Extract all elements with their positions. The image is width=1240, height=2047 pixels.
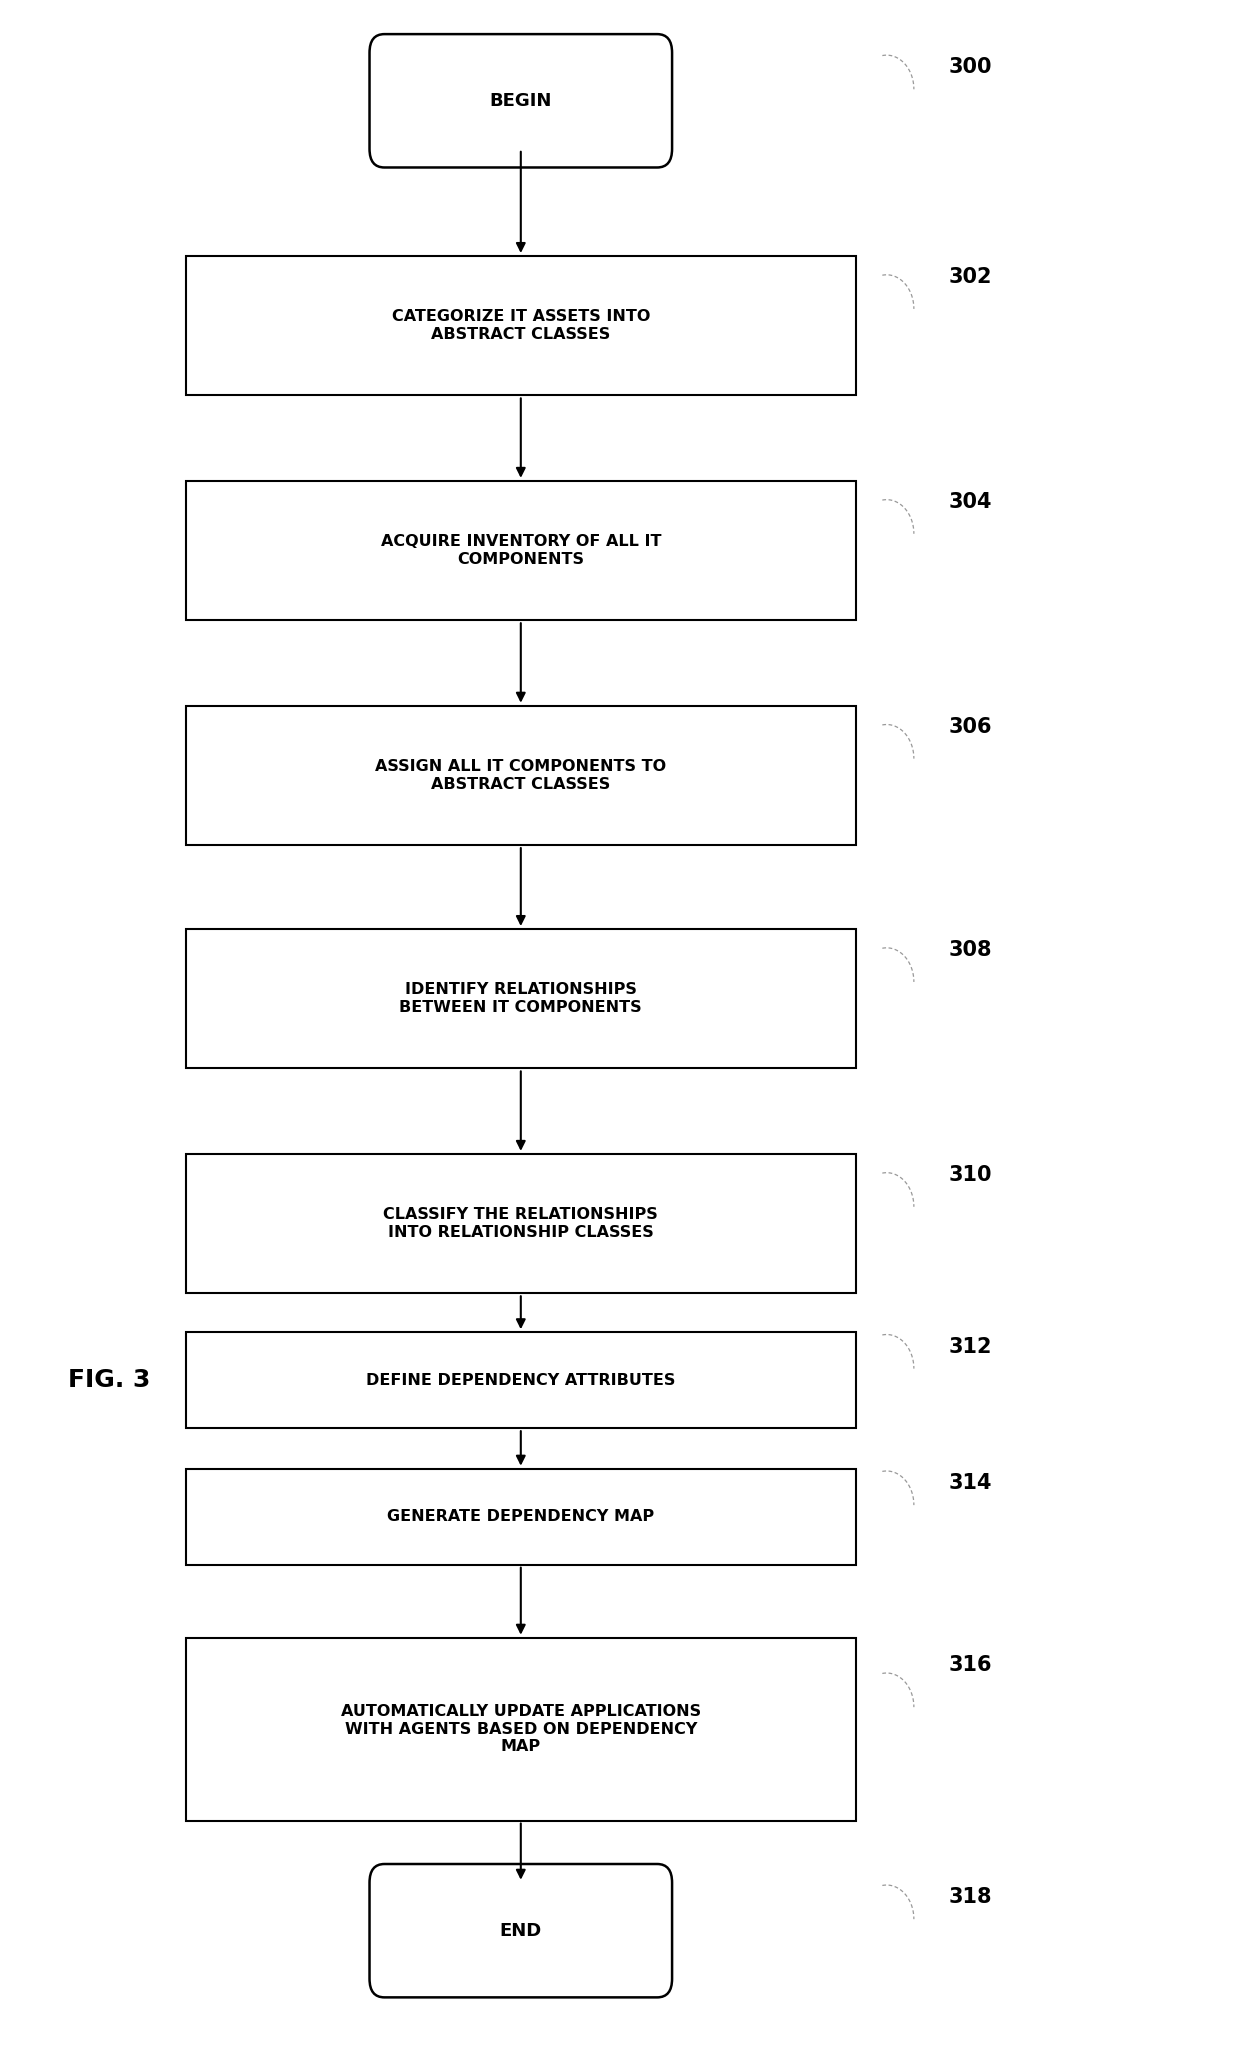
Text: 300: 300 [949, 57, 992, 78]
FancyBboxPatch shape [186, 1468, 856, 1564]
Text: 306: 306 [949, 716, 992, 737]
Text: CATEGORIZE IT ASSETS INTO
ABSTRACT CLASSES: CATEGORIZE IT ASSETS INTO ABSTRACT CLASS… [392, 309, 650, 342]
Text: FIG. 3: FIG. 3 [68, 1367, 150, 1392]
FancyBboxPatch shape [186, 1155, 856, 1294]
FancyBboxPatch shape [186, 706, 856, 845]
Text: 308: 308 [949, 940, 992, 960]
FancyBboxPatch shape [370, 35, 672, 168]
Text: 314: 314 [949, 1474, 992, 1492]
Text: 312: 312 [949, 1337, 992, 1357]
FancyBboxPatch shape [186, 1333, 856, 1429]
FancyBboxPatch shape [186, 1638, 856, 1820]
Text: AUTOMATICALLY UPDATE APPLICATIONS
WITH AGENTS BASED ON DEPENDENCY
MAP: AUTOMATICALLY UPDATE APPLICATIONS WITH A… [341, 1705, 701, 1754]
Text: IDENTIFY RELATIONSHIPS
BETWEEN IT COMPONENTS: IDENTIFY RELATIONSHIPS BETWEEN IT COMPON… [399, 983, 642, 1015]
Text: ASSIGN ALL IT COMPONENTS TO
ABSTRACT CLASSES: ASSIGN ALL IT COMPONENTS TO ABSTRACT CLA… [376, 759, 666, 792]
Text: 302: 302 [949, 266, 992, 287]
Text: 318: 318 [949, 1887, 992, 1908]
Text: GENERATE DEPENDENCY MAP: GENERATE DEPENDENCY MAP [387, 1509, 655, 1525]
Text: BEGIN: BEGIN [490, 92, 552, 111]
Text: 304: 304 [949, 491, 992, 512]
FancyBboxPatch shape [186, 256, 856, 395]
Text: DEFINE DEPENDENCY ATTRIBUTES: DEFINE DEPENDENCY ATTRIBUTES [366, 1374, 676, 1388]
FancyBboxPatch shape [186, 929, 856, 1069]
Text: CLASSIFY THE RELATIONSHIPS
INTO RELATIONSHIP CLASSES: CLASSIFY THE RELATIONSHIPS INTO RELATION… [383, 1208, 658, 1240]
Text: 316: 316 [949, 1656, 992, 1674]
FancyBboxPatch shape [186, 481, 856, 620]
FancyBboxPatch shape [370, 1865, 672, 1998]
Text: 310: 310 [949, 1165, 992, 1185]
Text: END: END [500, 1922, 542, 1941]
Text: ACQUIRE INVENTORY OF ALL IT
COMPONENTS: ACQUIRE INVENTORY OF ALL IT COMPONENTS [381, 534, 661, 567]
